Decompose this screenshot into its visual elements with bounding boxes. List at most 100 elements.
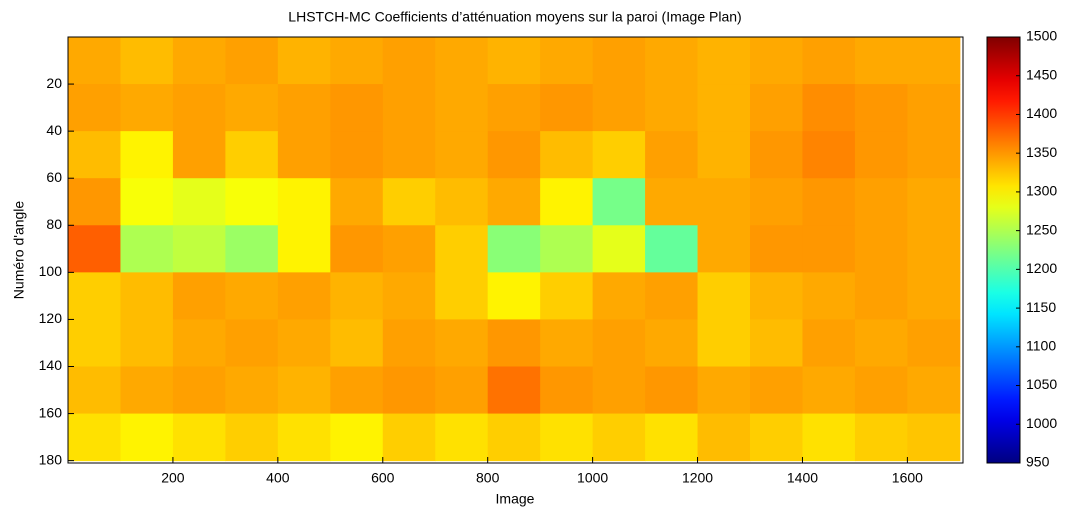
heatmap-cell (487, 272, 541, 320)
heatmap-cell (330, 37, 384, 85)
heatmap-cell (330, 319, 384, 368)
heatmap-cell (435, 319, 489, 368)
heatmap-cell (487, 413, 541, 462)
colorbar-tick-label: 1100 (1026, 338, 1056, 354)
heatmap-cell (592, 272, 646, 320)
heatmap-cell (802, 272, 856, 320)
colorbar-tick-label: 1000 (1026, 415, 1057, 431)
heatmap-cell (750, 178, 803, 226)
heatmap-cell (172, 84, 226, 132)
heatmap-cell (68, 366, 121, 415)
heatmap-cell (277, 178, 331, 226)
x-tick-label: 1200 (682, 470, 713, 486)
heatmap-cell (854, 178, 908, 226)
heatmap-cell (487, 225, 541, 273)
heatmap-cell (225, 131, 279, 179)
colorbar (986, 36, 1021, 464)
heatmap-cell (277, 225, 331, 273)
x-tick-label: 1600 (892, 470, 923, 486)
colorbar-tick-label: 1450 (1026, 66, 1057, 82)
heatmap-cell (592, 413, 646, 462)
y-tick-label: 160 (39, 404, 63, 420)
heatmap-cell (645, 178, 699, 226)
heatmap-cell (277, 84, 331, 132)
heatmap-cell (592, 84, 646, 132)
heatmap-cell (697, 413, 751, 462)
heatmap-cell (750, 37, 803, 85)
heatmap-cell (487, 319, 541, 368)
chart-title: LHSTCH-MC Coefficients d’atténuation moy… (288, 9, 741, 25)
heatmap-cell (330, 178, 384, 226)
heatmap-cell (854, 413, 908, 462)
y-tick-label: 20 (46, 75, 62, 91)
colorbar-tick-label: 1050 (1026, 376, 1057, 392)
heatmap-cell (907, 272, 961, 320)
heatmap-cell (382, 272, 436, 320)
heatmap-cell (487, 84, 541, 132)
heatmap-cell (277, 131, 331, 179)
heatmap-cell (172, 178, 226, 226)
colorbar-tick-label: 1400 (1026, 105, 1057, 121)
heatmap-cell (907, 225, 961, 273)
y-tick-label: 140 (39, 357, 63, 373)
heatmap-cell (645, 131, 699, 179)
x-tick-label: 200 (161, 470, 185, 486)
heatmap-cell (225, 37, 279, 85)
heatmap-cell (382, 178, 436, 226)
heatmap-cell (750, 413, 803, 462)
y-tick-label: 80 (46, 216, 62, 232)
colorbar-tick-label: 1150 (1026, 299, 1056, 315)
heatmap-cell (225, 413, 279, 462)
heatmap-cell (330, 272, 384, 320)
heatmap-cell (854, 131, 908, 179)
heatmap-cell (277, 272, 331, 320)
heatmap-cell (802, 413, 856, 462)
y-tick-label: 40 (46, 122, 62, 138)
x-tick-label: 1400 (787, 470, 818, 486)
heatmap-cell (382, 319, 436, 368)
heatmap-cell (802, 366, 856, 415)
heatmap-cell (68, 225, 121, 273)
heatmap-cell (172, 413, 226, 462)
colorbar-tick-label: 950 (1026, 454, 1050, 470)
heatmap-cell (592, 225, 646, 273)
heatmap-cell (802, 37, 856, 85)
heatmap-cell (68, 272, 121, 320)
heatmap-cell (435, 225, 489, 273)
heatmap-cell (592, 37, 646, 85)
colorbar-tick-label: 1200 (1026, 260, 1057, 276)
heatmap-cell (750, 272, 803, 320)
heatmap-cell (382, 84, 436, 132)
heatmap-cell (540, 366, 594, 415)
heatmap-cell (750, 366, 803, 415)
colorbar-tick-label: 1250 (1026, 221, 1057, 237)
heatmap-cell (225, 272, 279, 320)
heatmap-cell (540, 319, 594, 368)
heatmap-cell (225, 319, 279, 368)
heatmap-cell (540, 131, 594, 179)
heatmap-cell (697, 319, 751, 368)
heatmap-cell (540, 84, 594, 132)
heatmap-cell (330, 225, 384, 273)
heatmap-cell (750, 84, 803, 132)
heatmap-cell (435, 413, 489, 462)
heatmap-cell (172, 225, 226, 273)
heatmap-cell (120, 319, 174, 368)
heatmap-cell (907, 131, 961, 179)
heatmap-cell (540, 225, 594, 273)
heatmap-cell (697, 37, 751, 85)
heatmap-cell (120, 272, 174, 320)
heatmap-cell (277, 366, 331, 415)
heatmap-cell (382, 131, 436, 179)
heatmap-cell (435, 84, 489, 132)
heatmap-cell (382, 225, 436, 273)
heatmap-cell (225, 178, 279, 226)
heatmap-cell (750, 131, 803, 179)
x-tick-label: 400 (266, 470, 290, 486)
heatmap-cell (172, 272, 226, 320)
heatmap-cell (382, 413, 436, 462)
heatmap-cell (854, 84, 908, 132)
y-axis-label: Numéro d'angle (11, 201, 27, 300)
x-tick-label: 800 (476, 470, 500, 486)
